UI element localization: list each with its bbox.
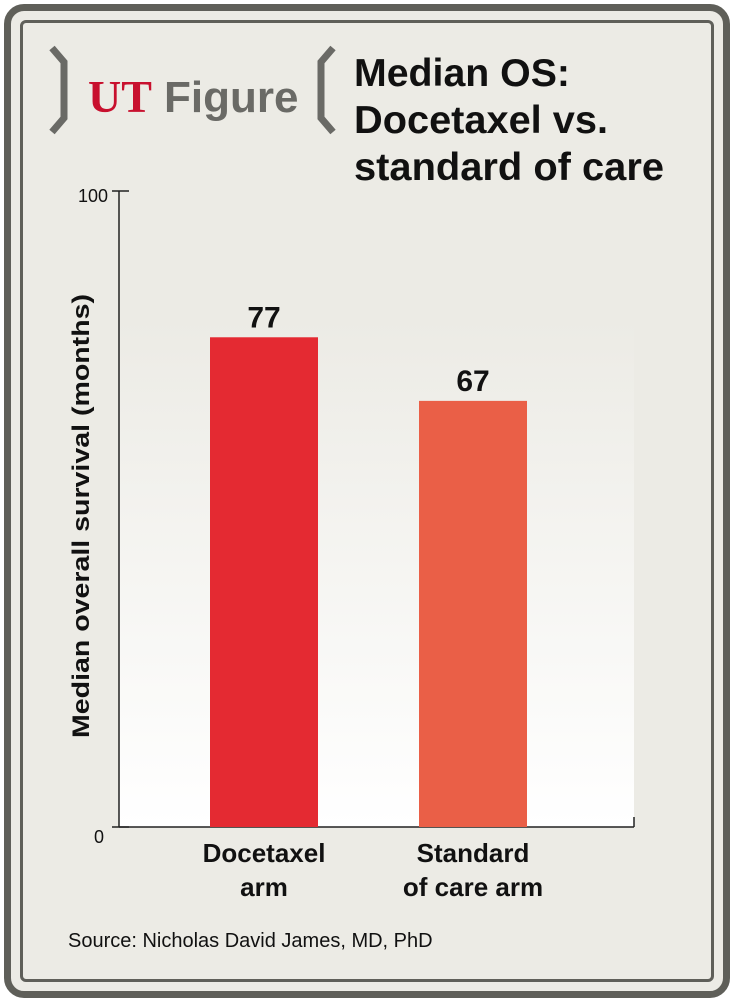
title-line-2: Docetaxel vs. bbox=[354, 99, 608, 142]
y-tick-label-100: 100 bbox=[78, 186, 108, 206]
category-label-1-line-1: Docetaxel bbox=[203, 838, 326, 868]
bar-value-label-2: 67 bbox=[456, 365, 489, 398]
chart-title: Median OS: Docetaxel vs. standard of car… bbox=[354, 52, 664, 189]
right-bracket-icon bbox=[317, 45, 336, 135]
y-tick-label-0: 0 bbox=[94, 827, 104, 847]
plot-background bbox=[119, 320, 634, 827]
bar-2 bbox=[419, 400, 527, 827]
bar-series: 77 Docetaxel arm 67 Standard of care arm bbox=[203, 301, 544, 902]
logo-ut-text: UT bbox=[88, 71, 152, 122]
category-label-2-line-2: of care arm bbox=[403, 872, 543, 902]
ut-figure-logo: UT Figure bbox=[49, 45, 336, 135]
bar-1 bbox=[210, 337, 318, 827]
source-note: Source: Nicholas David James, MD, PhD bbox=[68, 930, 433, 952]
y-axis-label: Median overall survival (months) bbox=[68, 294, 95, 738]
bar-value-label-1: 77 bbox=[247, 301, 280, 334]
left-bracket-icon bbox=[49, 45, 68, 135]
logo-figure-text: Figure bbox=[164, 73, 298, 122]
title-line-1: Median OS: bbox=[354, 52, 570, 95]
category-label-2-line-1: Standard bbox=[417, 838, 530, 868]
category-label-1-line-2: arm bbox=[240, 872, 288, 902]
title-line-3: standard of care bbox=[354, 146, 664, 189]
